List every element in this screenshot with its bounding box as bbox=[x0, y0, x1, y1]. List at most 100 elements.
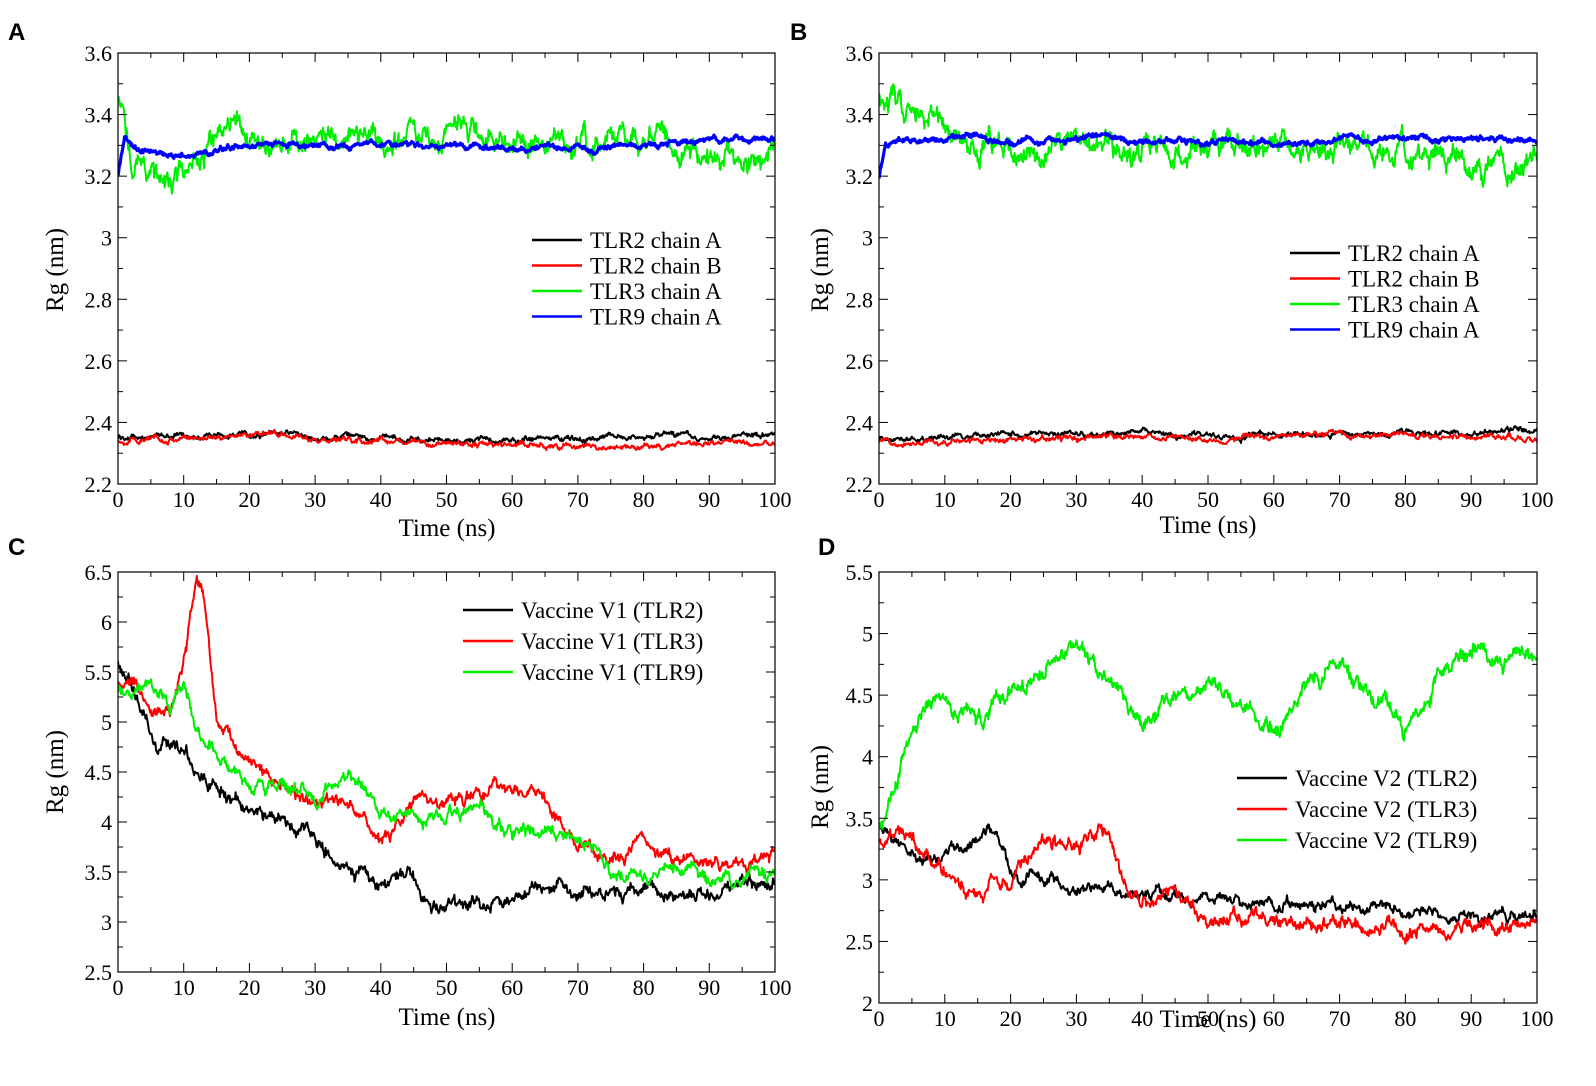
legend: Vaccine V2 (TLR2) Vaccine V2 (TLR3) Vaccin… bbox=[1237, 766, 1477, 853]
y-tick-label: 3.2 bbox=[846, 164, 874, 189]
y-tick-label: 3 bbox=[862, 226, 873, 251]
x-tick-label: 100 bbox=[1521, 487, 1554, 512]
series-line-tlr3-chain-a bbox=[118, 95, 775, 195]
x-axis-label: Time (ns) bbox=[398, 515, 495, 542]
x-tick-label: 70 bbox=[567, 487, 589, 512]
x-tick-label: 50 bbox=[1197, 1006, 1219, 1031]
x-tick-label: 30 bbox=[1065, 487, 1087, 512]
series-line-tlr2-chain-b bbox=[879, 428, 1537, 448]
x-tick-label: 30 bbox=[1065, 1006, 1087, 1031]
x-tick-label: 10 bbox=[173, 487, 195, 512]
x-tick-label: 90 bbox=[698, 487, 720, 512]
x-tick-label: 80 bbox=[633, 487, 655, 512]
panel-letter: D bbox=[818, 534, 835, 561]
x-tick-label: 80 bbox=[633, 975, 655, 1000]
x-tick-label: 0 bbox=[874, 487, 885, 512]
y-tick-label: 5.5 bbox=[846, 560, 874, 585]
panel-d: D Time (ns) Rg (nm) 0 10 20 30 40 50 60 70 80 90 1… bbox=[807, 534, 1554, 1033]
x-tick-label: 70 bbox=[1329, 1006, 1351, 1031]
y-tick-label: 3 bbox=[862, 868, 873, 893]
y-tick-label: 4.5 bbox=[85, 760, 113, 785]
x-tick-label: 80 bbox=[1394, 487, 1416, 512]
series-line-vaccine-v2-tlr9 bbox=[879, 639, 1537, 831]
x-tick-label: 40 bbox=[370, 487, 392, 512]
y-axis-label: Rg (nm) bbox=[42, 228, 69, 312]
x-axis: 0 10 20 30 40 50 60 70 80 90 100 bbox=[874, 53, 1554, 512]
legend-label: Vaccine V2 (TLR3) bbox=[1295, 797, 1477, 822]
panel-letter: C bbox=[8, 534, 25, 561]
plot-area: 0 10 20 30 40 50 60 70 80 90 100 2.2 2.4 2.6 2.8 3 3.2 3.… bbox=[85, 41, 792, 512]
y-tick-label: 2.4 bbox=[846, 410, 874, 435]
y-tick-label: 3 bbox=[101, 226, 112, 251]
x-tick-label: 40 bbox=[1131, 1006, 1153, 1031]
x-tick-label: 10 bbox=[934, 1006, 956, 1031]
x-tick-label: 20 bbox=[1000, 1006, 1022, 1031]
x-tick-label: 70 bbox=[567, 975, 589, 1000]
x-tick-label: 100 bbox=[759, 487, 792, 512]
series-line-tlr3-chain-a bbox=[879, 83, 1537, 188]
legend-label: Vaccine V2 (TLR9) bbox=[1295, 828, 1477, 853]
x-tick-label: 50 bbox=[1197, 487, 1219, 512]
x-axis: 0 10 20 30 40 50 60 70 80 90 100 bbox=[874, 572, 1554, 1031]
x-tick-label: 60 bbox=[1263, 1006, 1285, 1031]
x-tick-label: 70 bbox=[1329, 487, 1351, 512]
y-tick-label: 6 bbox=[101, 610, 112, 635]
y-tick-label: 2.8 bbox=[846, 287, 874, 312]
y-axis-label: Rg (nm) bbox=[807, 228, 834, 312]
y-tick-label: 2.2 bbox=[846, 472, 874, 497]
y-axis: 2.5 3 3.5 4 4.5 5 5.5 6 6.5 bbox=[85, 560, 775, 985]
y-axis: 2 2.5 3 3.5 4 4.5 5 5.5 bbox=[846, 560, 1537, 1016]
x-tick-label: 30 bbox=[304, 975, 326, 1000]
x-axis-label: Time (ns) bbox=[1159, 512, 1256, 539]
y-tick-label: 2 bbox=[862, 991, 873, 1016]
y-tick-label: 5.5 bbox=[85, 660, 113, 685]
y-tick-label: 3.4 bbox=[846, 103, 874, 128]
series-line-tlr9-chain-a bbox=[118, 133, 775, 177]
series-line-tlr2-chain-b bbox=[118, 428, 775, 452]
x-tick-label: 20 bbox=[238, 975, 260, 1000]
legend-label: Vaccine V1 (TLR9) bbox=[521, 660, 703, 685]
y-tick-label: 2.6 bbox=[846, 349, 874, 374]
x-tick-label: 60 bbox=[501, 975, 523, 1000]
plot-area: 0 10 20 30 40 50 60 70 80 90 100 2 2.5 3 3.5 4 4.5 5 5.5 Va… bbox=[846, 560, 1554, 1031]
panel-b: B Time (ns) Rg (nm) 0 10 20 30 40 50 60 70 80 90 1… bbox=[790, 19, 1554, 539]
plot-area: 0 10 20 30 40 50 60 70 80 90 100 2.5 3 3.5 4 4.5 5 5.5 6 6.… bbox=[85, 560, 792, 1000]
y-tick-label: 4 bbox=[101, 810, 112, 835]
legend-label: TLR3 chain A bbox=[1348, 292, 1480, 317]
y-tick-label: 2.2 bbox=[85, 472, 113, 497]
panel-a: A Time (ns) Rg (nm) 0 10 20 30 40 50 60 70 80 90 1… bbox=[8, 19, 792, 542]
series-line-tlr9-chain-a bbox=[879, 131, 1537, 179]
y-tick-label: 3.5 bbox=[85, 860, 113, 885]
series-line-vaccine-v1-tlr3 bbox=[118, 574, 775, 875]
series-group bbox=[118, 95, 775, 452]
plot-area: 0 10 20 30 40 50 60 70 80 90 100 2.2 2.4 2.6 2.8 3 3.2 3.… bbox=[846, 41, 1554, 512]
x-tick-label: 100 bbox=[1521, 1006, 1554, 1031]
x-tick-label: 90 bbox=[1460, 487, 1482, 512]
y-axis-label: Rg (nm) bbox=[807, 745, 834, 829]
x-tick-label: 60 bbox=[1263, 487, 1285, 512]
panel-letter: A bbox=[8, 19, 25, 46]
x-tick-label: 50 bbox=[436, 487, 458, 512]
series-line-vaccine-v1-tlr9 bbox=[118, 678, 775, 890]
y-tick-label: 5 bbox=[101, 710, 112, 735]
legend-label: TLR9 chain A bbox=[1348, 318, 1480, 343]
y-tick-label: 3.6 bbox=[85, 41, 113, 66]
x-tick-label: 100 bbox=[759, 975, 792, 1000]
x-tick-label: 90 bbox=[1460, 1006, 1482, 1031]
x-tick-label: 0 bbox=[113, 975, 124, 1000]
y-tick-label: 3.4 bbox=[85, 103, 113, 128]
series-line-vaccine-v2-tlr2 bbox=[879, 823, 1537, 928]
y-tick-label: 2.5 bbox=[85, 960, 113, 985]
x-tick-label: 90 bbox=[698, 975, 720, 1000]
x-tick-label: 40 bbox=[370, 975, 392, 1000]
x-tick-label: 80 bbox=[1394, 1006, 1416, 1031]
x-axis: 0 10 20 30 40 50 60 70 80 90 100 bbox=[113, 572, 792, 1000]
legend-label: Vaccine V1 (TLR2) bbox=[521, 598, 703, 623]
y-tick-label: 3.2 bbox=[85, 164, 113, 189]
y-axis: 2.2 2.4 2.6 2.8 3 3.2 3.4 3.6 bbox=[85, 41, 775, 497]
y-tick-label: 2.5 bbox=[846, 929, 874, 954]
x-tick-label: 60 bbox=[501, 487, 523, 512]
